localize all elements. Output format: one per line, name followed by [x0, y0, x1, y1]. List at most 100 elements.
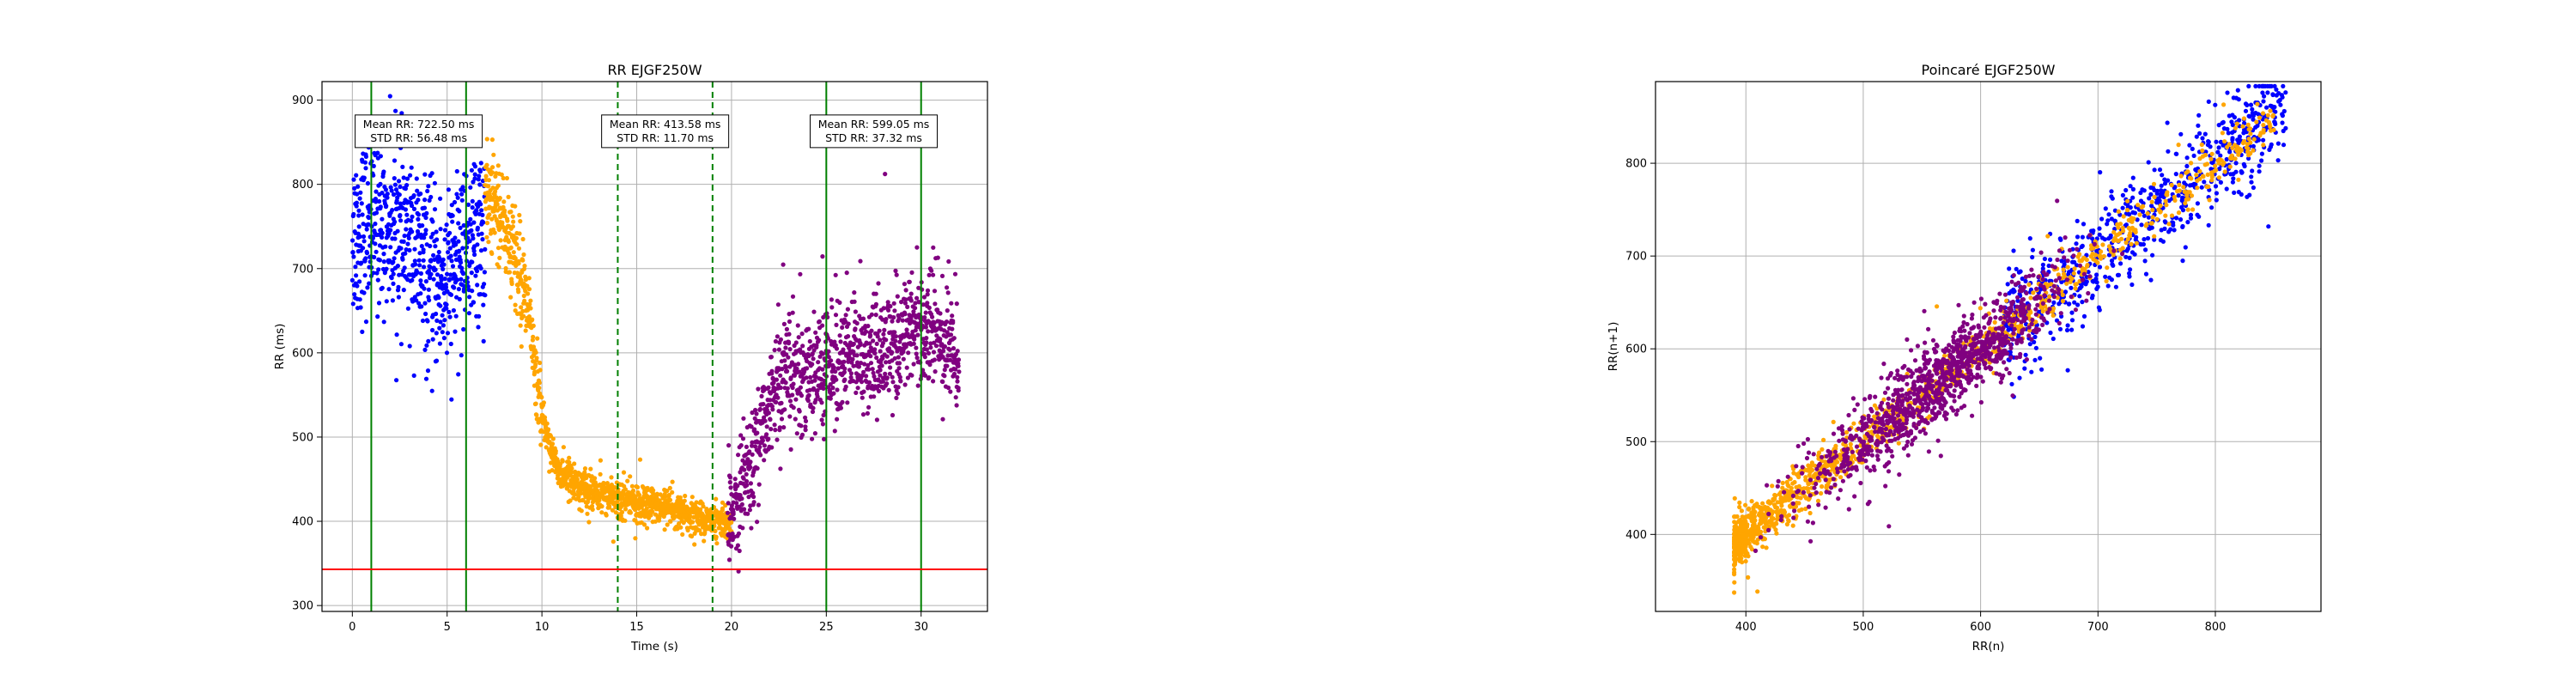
poincare-point: [2261, 83, 2266, 88]
rr-point: [416, 301, 422, 306]
rr-point: [435, 281, 440, 286]
rr-point: [355, 184, 361, 189]
rr-point: [662, 527, 667, 532]
rr-point: [475, 225, 481, 230]
poincare-point: [2040, 262, 2045, 267]
poincare-point: [2257, 115, 2263, 120]
rr-point: [799, 331, 805, 337]
poincare-point: [2085, 263, 2090, 268]
rr-point: [914, 295, 920, 301]
poincare-point: [2206, 222, 2211, 228]
rr-point: [430, 337, 435, 342]
rr-point: [863, 329, 869, 334]
poincare-point: [2089, 295, 2095, 301]
poincare-point: [2158, 209, 2163, 214]
rr-point: [929, 268, 934, 273]
rr-point: [434, 311, 439, 317]
poincare-point: [2194, 173, 2199, 178]
rr-point: [845, 307, 851, 312]
rr-point: [416, 198, 421, 203]
poincare-point: [2280, 120, 2285, 125]
rr-point: [938, 337, 943, 342]
rr-point: [930, 314, 935, 319]
rr-point: [872, 350, 878, 356]
rr-point: [358, 190, 363, 195]
rr-point: [908, 291, 914, 296]
poincare-point: [2029, 369, 2034, 374]
rr-point: [482, 282, 487, 287]
rr-point: [737, 548, 742, 554]
rr-point: [840, 325, 845, 330]
rr-point: [482, 270, 488, 275]
rr-point: [474, 269, 480, 274]
rr-point: [760, 438, 766, 443]
rr-point: [911, 362, 916, 367]
rr-point: [914, 345, 919, 350]
rr-point: [436, 295, 441, 301]
poincare-point: [2251, 185, 2256, 191]
rr-point: [515, 283, 521, 288]
rr-point: [398, 246, 404, 251]
rr-point: [480, 237, 485, 242]
rr-point: [790, 392, 795, 398]
poincare-point: [2249, 179, 2254, 185]
poincare-point: [2028, 295, 2033, 301]
rr-point: [470, 205, 475, 210]
rr-point: [560, 459, 565, 464]
rr-point: [854, 390, 859, 395]
rr-point: [923, 310, 928, 315]
rr-point: [518, 219, 523, 224]
rr-point: [778, 466, 783, 471]
rr-y-axis-label: RR (ms): [273, 324, 287, 370]
rr-point: [506, 194, 511, 199]
poincare-point: [2097, 226, 2102, 231]
rr-point: [878, 337, 883, 343]
poincare-point: [1888, 425, 1893, 430]
poincare-point: [2173, 151, 2178, 156]
rr-point: [376, 301, 382, 306]
rr-reference-lines: [322, 82, 987, 611]
rr-point: [714, 541, 720, 546]
rr-point: [352, 185, 357, 191]
rr-point: [497, 196, 502, 201]
poincare-point: [2205, 143, 2210, 148]
poincare-point: [2061, 267, 2066, 272]
rr-point: [520, 236, 526, 242]
rr-point: [741, 416, 746, 421]
rr-point: [487, 212, 492, 217]
rr-point: [775, 334, 781, 339]
rr-point: [729, 520, 734, 526]
rr-point: [490, 165, 495, 170]
rr-point: [805, 398, 811, 404]
rr-point: [422, 264, 427, 270]
poincare-point: [2181, 185, 2186, 190]
poincare-point: [2069, 327, 2075, 332]
poincare-point: [2007, 266, 2012, 271]
rr-point: [508, 245, 513, 250]
rr-point: [372, 254, 377, 260]
rr-point: [893, 338, 898, 344]
rr-point: [484, 162, 489, 167]
rr-point: [538, 360, 543, 366]
rr-point: [385, 192, 390, 197]
rr-point: [516, 261, 521, 266]
rr-point: [353, 264, 358, 270]
rr-point: [770, 407, 775, 412]
poincare-point: [2230, 136, 2235, 141]
rr-point: [860, 412, 866, 417]
poincare-point: [2169, 182, 2174, 188]
poincare-point: [2129, 241, 2134, 246]
rr-point: [407, 247, 412, 252]
annotation-text: STD RR: 37.32 ms: [825, 131, 922, 144]
poincare-point: [2065, 323, 2070, 328]
rr-point: [625, 478, 630, 483]
rr-point: [507, 270, 513, 275]
poincare-point: [2259, 151, 2264, 156]
rr-grid: [322, 82, 987, 611]
poincare-point: [2261, 143, 2266, 148]
poincare-point: [2195, 201, 2200, 206]
rr-point: [396, 284, 401, 289]
rr-point: [714, 534, 719, 539]
rr-point: [546, 427, 551, 432]
